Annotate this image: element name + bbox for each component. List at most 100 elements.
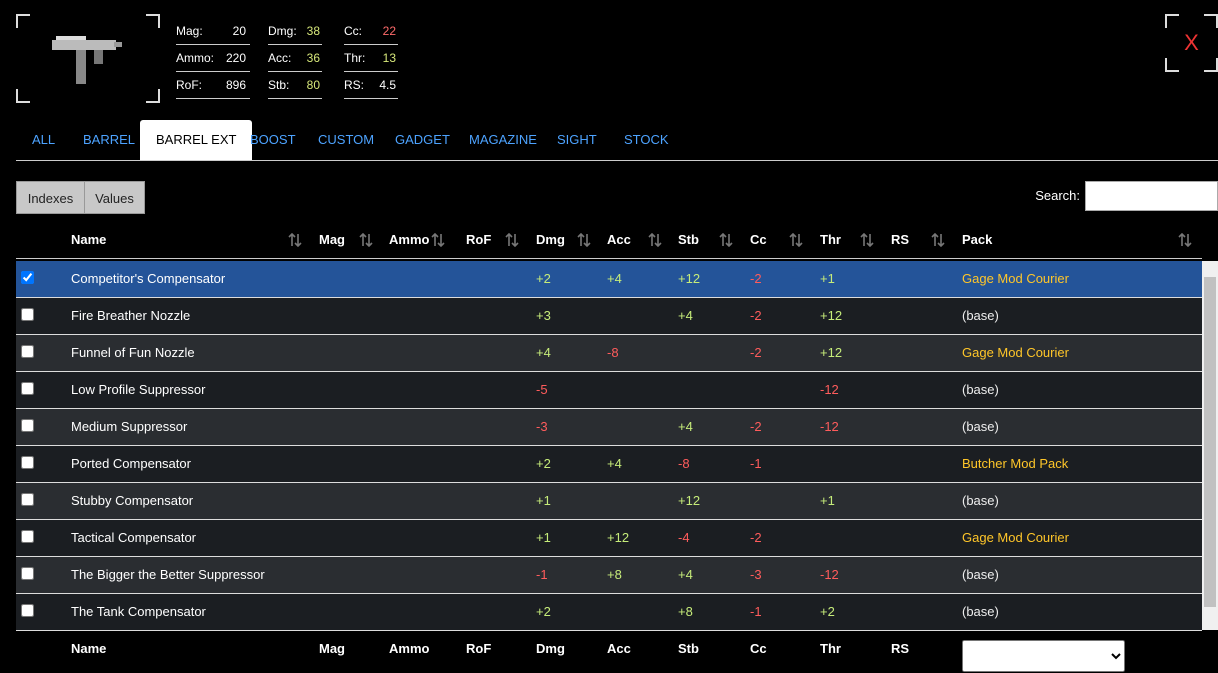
row-checkbox[interactable] — [21, 345, 34, 358]
stat-label: Dmg: — [268, 24, 297, 38]
sort-icon[interactable] — [431, 232, 445, 248]
sort-icon[interactable] — [860, 232, 874, 248]
stat-underline — [176, 98, 250, 99]
sort-icon[interactable] — [1178, 232, 1192, 248]
stat-label: Thr: — [344, 51, 366, 65]
stat-cell: +2 — [820, 604, 835, 619]
close-button[interactable]: X — [1165, 14, 1218, 72]
row-checkbox[interactable] — [21, 493, 34, 506]
tab[interactable]: SIGHT — [557, 132, 597, 147]
column-header[interactable]: Mag — [319, 232, 345, 247]
stat-value: 38 — [306, 24, 320, 38]
stat-cell: -2 — [750, 308, 762, 323]
stat-cell: -2 — [750, 419, 762, 434]
row-checkbox[interactable] — [21, 567, 34, 580]
tab[interactable]: CUSTOM — [318, 132, 375, 147]
stat-cell: +12 — [607, 530, 630, 545]
stat-cell: -12 — [820, 419, 839, 434]
stat-value: 13 — [382, 51, 396, 65]
row-checkbox[interactable] — [21, 604, 34, 617]
stat-cell: +4 — [678, 308, 693, 323]
stat-label: Ammo: — [176, 51, 215, 65]
table-row[interactable]: The Bigger the Better Suppressor -1 +8 +4 -3… — [16, 557, 1202, 594]
tab[interactable]: GADGET — [395, 132, 450, 147]
sort-icon[interactable] — [505, 232, 519, 248]
column-header[interactable]: RS — [891, 232, 910, 247]
column-header[interactable]: Acc — [607, 232, 631, 247]
stat-cell: -1 — [750, 456, 762, 471]
row-checkbox[interactable] — [21, 530, 34, 543]
table-row[interactable]: Competitor's Compensator +2 +4 +12 -2 +1 Gage … — [16, 261, 1202, 298]
row-checkbox[interactable] — [21, 308, 34, 321]
row-checkbox[interactable] — [21, 456, 34, 469]
tab[interactable]: BARREL — [83, 132, 136, 147]
column-header[interactable]: Dmg — [536, 232, 565, 247]
table-row[interactable]: Low Profile Suppressor -5 -12 (base) — [16, 372, 1202, 409]
tab[interactable]: MAGAZINE — [469, 132, 537, 147]
stat-cell: -2 — [750, 530, 762, 545]
stat-cell: +4 — [678, 567, 693, 582]
corner — [146, 14, 160, 28]
sort-icon[interactable] — [359, 232, 373, 248]
stat-cell: -3 — [750, 567, 762, 582]
stat-cell: -2 — [750, 271, 762, 286]
mod-name: The Tank Compensator — [71, 604, 206, 619]
stat-cell: +2 — [536, 456, 551, 471]
table-row[interactable]: Ported Compensator +2 +4 -8 -1 Butcher Mod Pa… — [16, 446, 1202, 483]
stat-underline — [344, 71, 398, 72]
table-row[interactable]: Funnel of Fun Nozzle +4 -8 -2 +12 Gage Mod Co… — [16, 335, 1202, 372]
column-header[interactable]: Name — [71, 232, 107, 247]
scrollbar[interactable] — [1202, 261, 1218, 630]
stat-label: Stb: — [268, 78, 290, 92]
footer-header: RS — [891, 641, 910, 656]
footer-header: RoF — [466, 641, 492, 656]
pack-name: (base) — [962, 567, 999, 582]
tab[interactable]: BOOST — [250, 132, 296, 147]
stat-label: Cc: — [344, 24, 362, 38]
sort-icon[interactable] — [288, 232, 302, 248]
column-header[interactable]: Pack — [962, 232, 993, 247]
row-checkbox[interactable] — [21, 382, 34, 395]
mod-name: Medium Suppressor — [71, 419, 188, 434]
stat-cell: -12 — [820, 567, 839, 582]
scroll-thumb[interactable] — [1204, 277, 1216, 607]
sort-icon[interactable] — [577, 232, 591, 248]
sort-icon[interactable] — [719, 232, 733, 248]
table-row[interactable]: Fire Breather Nozzle +3 +4 -2 +12 (base) — [16, 298, 1202, 335]
stat-cell: -12 — [820, 382, 839, 397]
sort-icon[interactable] — [648, 232, 662, 248]
pack-filter[interactable] — [962, 640, 1125, 672]
search-label: Search: — [1035, 188, 1080, 203]
stat-cell: -8 — [607, 345, 619, 360]
sort-icon[interactable] — [789, 232, 803, 248]
sort-icon[interactable] — [931, 232, 945, 248]
pack-name: (base) — [962, 382, 999, 397]
column-header[interactable]: RoF — [466, 232, 492, 247]
row-checkbox[interactable] — [21, 419, 34, 432]
tab[interactable]: STOCK — [624, 132, 669, 147]
stat-cell: +12 — [820, 308, 843, 323]
column-header[interactable]: Stb — [678, 232, 699, 247]
weapon-stats: Mag: 20 Dmg: 38 Cc: 22 Ammo: 220 Acc: 36 Thr: 13 RoF… — [172, 18, 402, 102]
table-row[interactable]: The Tank Compensator +2 +8 -1 +2 (base) — [16, 594, 1202, 631]
stat-value: 896 — [225, 78, 246, 92]
search-input[interactable] — [1085, 181, 1218, 211]
stat-cell: -4 — [678, 530, 690, 545]
values-button[interactable]: Values — [84, 181, 145, 214]
tab[interactable]: BARREL EXT — [140, 120, 253, 160]
column-header[interactable]: Ammo — [389, 232, 430, 247]
indexes-button[interactable]: Indexes — [16, 181, 85, 214]
stat-cell: +8 — [678, 604, 693, 619]
footer-header: Mag — [319, 641, 345, 656]
stat-cell: +2 — [536, 271, 551, 286]
stat-underline — [344, 44, 398, 45]
table-row[interactable]: Stubby Compensator +1 +12 +1 (base) — [16, 483, 1202, 520]
mod-name: Tactical Compensator — [71, 530, 196, 545]
column-header[interactable]: Cc — [750, 232, 767, 247]
column-header[interactable]: Thr — [820, 232, 841, 247]
row-checkbox[interactable] — [21, 271, 34, 284]
table-row[interactable]: Tactical Compensator +1 +12 -4 -2 Gage Mod Co… — [16, 520, 1202, 557]
table-row[interactable]: Medium Suppressor -3 +4 -2 -12 (base) — [16, 409, 1202, 446]
stat-value: 4.5 — [379, 78, 396, 92]
tab[interactable]: ALL — [32, 132, 56, 147]
